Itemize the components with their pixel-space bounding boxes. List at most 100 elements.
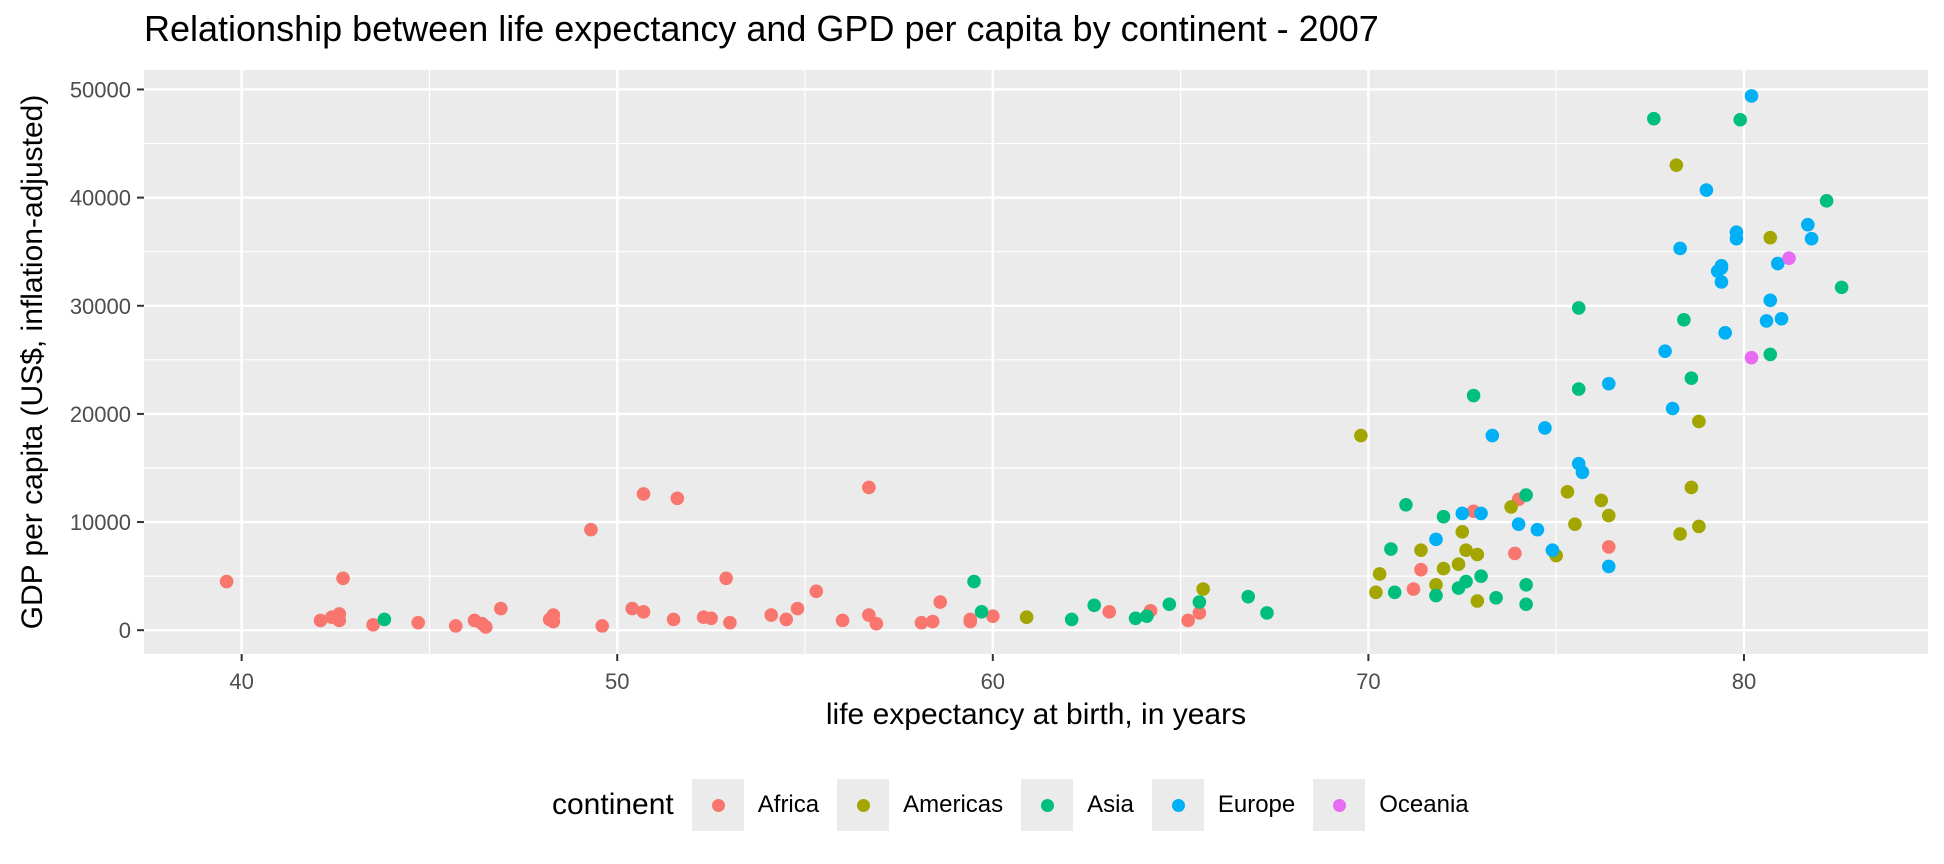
legend-key-americas bbox=[837, 779, 890, 831]
data-point-asia bbox=[1519, 597, 1533, 612]
data-point-asia bbox=[1834, 280, 1849, 295]
data-point-europe bbox=[1601, 376, 1616, 391]
data-point-europe bbox=[1665, 401, 1680, 416]
data-point-africa bbox=[835, 613, 850, 628]
legend-dot-asia bbox=[1041, 799, 1055, 812]
data-point-asia bbox=[1399, 497, 1413, 512]
data-point-americas bbox=[1414, 543, 1428, 557]
x-tick-label: 40 bbox=[229, 669, 253, 694]
data-point-europe bbox=[1774, 311, 1789, 326]
data-point-asia bbox=[1677, 313, 1691, 327]
data-point-africa bbox=[494, 601, 508, 616]
data-point-africa bbox=[862, 480, 876, 495]
data-point-asia bbox=[377, 612, 392, 627]
data-point-europe bbox=[1729, 231, 1744, 246]
data-point-europe bbox=[1673, 241, 1687, 256]
legend-label-europe: Europe bbox=[1217, 791, 1296, 818]
data-point-americas bbox=[1684, 480, 1699, 495]
data-point-europe bbox=[1801, 217, 1815, 232]
plot-panel bbox=[144, 70, 1928, 654]
data-point-asia bbox=[1647, 111, 1661, 126]
data-point-africa bbox=[1102, 605, 1117, 619]
data-point-europe bbox=[1601, 559, 1616, 574]
data-point-asia bbox=[1387, 585, 1402, 600]
data-point-africa bbox=[666, 612, 681, 627]
legend-label-americas: Americas bbox=[903, 791, 1004, 818]
data-point-americas bbox=[1601, 508, 1616, 523]
data-point-oceania bbox=[1744, 350, 1759, 365]
data-point-africa bbox=[366, 618, 380, 632]
data-point-asia bbox=[1571, 382, 1586, 396]
data-point-africa bbox=[869, 616, 884, 631]
data-point-europe bbox=[1658, 344, 1672, 358]
legend-key-europe bbox=[1151, 779, 1204, 831]
data-point-africa bbox=[963, 614, 978, 629]
data-point-africa bbox=[790, 601, 805, 616]
legend-item-americas: Americas bbox=[837, 779, 1009, 831]
legend-item-oceania: Oceania bbox=[1313, 779, 1474, 831]
data-point-africa bbox=[670, 491, 685, 506]
data-points bbox=[219, 89, 1849, 634]
legend-dot-oceania bbox=[1333, 799, 1347, 812]
y-tick-label: 30000 bbox=[70, 294, 131, 319]
data-point-africa bbox=[809, 584, 824, 599]
data-point-africa bbox=[625, 601, 640, 616]
data-point-americas bbox=[1354, 428, 1368, 443]
data-point-europe bbox=[1474, 506, 1488, 521]
data-point-americas bbox=[1470, 547, 1485, 562]
data-point-americas bbox=[1673, 527, 1687, 541]
data-point-asia bbox=[1474, 569, 1488, 583]
data-point-africa bbox=[313, 613, 328, 628]
data-point-asia bbox=[1466, 388, 1481, 403]
data-point-americas bbox=[1436, 561, 1451, 576]
data-point-africa bbox=[1508, 546, 1522, 561]
data-point-asia bbox=[1436, 509, 1451, 524]
legend-item-africa: Africa bbox=[691, 779, 825, 831]
data-point-asia bbox=[1241, 589, 1256, 604]
data-point-africa bbox=[1601, 540, 1616, 554]
legend-dot-africa bbox=[711, 799, 725, 812]
legend-dot-europe bbox=[1171, 799, 1185, 812]
data-point-africa bbox=[933, 595, 948, 609]
data-point-asia bbox=[1519, 577, 1533, 592]
data-point-asia bbox=[1519, 488, 1533, 502]
data-point-americas bbox=[1504, 500, 1518, 514]
data-point-europe bbox=[1429, 532, 1443, 547]
data-point-asia bbox=[1571, 301, 1586, 315]
y-tick-label: 50000 bbox=[70, 77, 131, 102]
data-point-asia bbox=[1139, 609, 1154, 623]
legend-dot-americas bbox=[857, 799, 871, 812]
y-tick-label: 0 bbox=[119, 618, 131, 643]
data-point-asia bbox=[1733, 112, 1748, 127]
data-point-asia bbox=[1064, 612, 1079, 627]
legend-item-europe: Europe bbox=[1151, 779, 1301, 831]
data-point-africa bbox=[411, 615, 425, 630]
data-point-africa bbox=[595, 619, 610, 633]
data-point-europe bbox=[1575, 465, 1590, 480]
data-point-africa bbox=[704, 611, 718, 626]
data-point-americas bbox=[1692, 414, 1706, 429]
data-point-europe bbox=[1714, 275, 1729, 289]
data-point-africa bbox=[448, 619, 463, 633]
data-point-americas bbox=[1019, 610, 1034, 625]
y-tick-label: 20000 bbox=[70, 402, 131, 427]
data-point-asia bbox=[1260, 606, 1274, 620]
legend-key-asia bbox=[1021, 779, 1074, 831]
data-point-americas bbox=[1369, 585, 1383, 600]
data-point-africa bbox=[546, 614, 561, 629]
data-point-asia bbox=[1489, 590, 1503, 605]
data-point-africa bbox=[636, 487, 651, 501]
legend-label-africa: Africa bbox=[757, 791, 820, 818]
data-point-americas bbox=[1568, 517, 1582, 532]
data-point-asia bbox=[1763, 347, 1778, 362]
data-point-africa bbox=[332, 613, 347, 628]
axis-ticks: 40 50 60 70 80 0 10000 20000 30000 40000 50000 bbox=[70, 77, 1756, 694]
data-point-africa bbox=[336, 571, 350, 586]
x-tick-label: 80 bbox=[1732, 669, 1756, 694]
legend-label-oceania: Oceania bbox=[1379, 791, 1469, 818]
data-point-asia bbox=[1128, 611, 1143, 626]
data-point-europe bbox=[1714, 261, 1729, 275]
data-point-europe bbox=[1455, 506, 1470, 521]
data-point-europe bbox=[1770, 256, 1785, 271]
